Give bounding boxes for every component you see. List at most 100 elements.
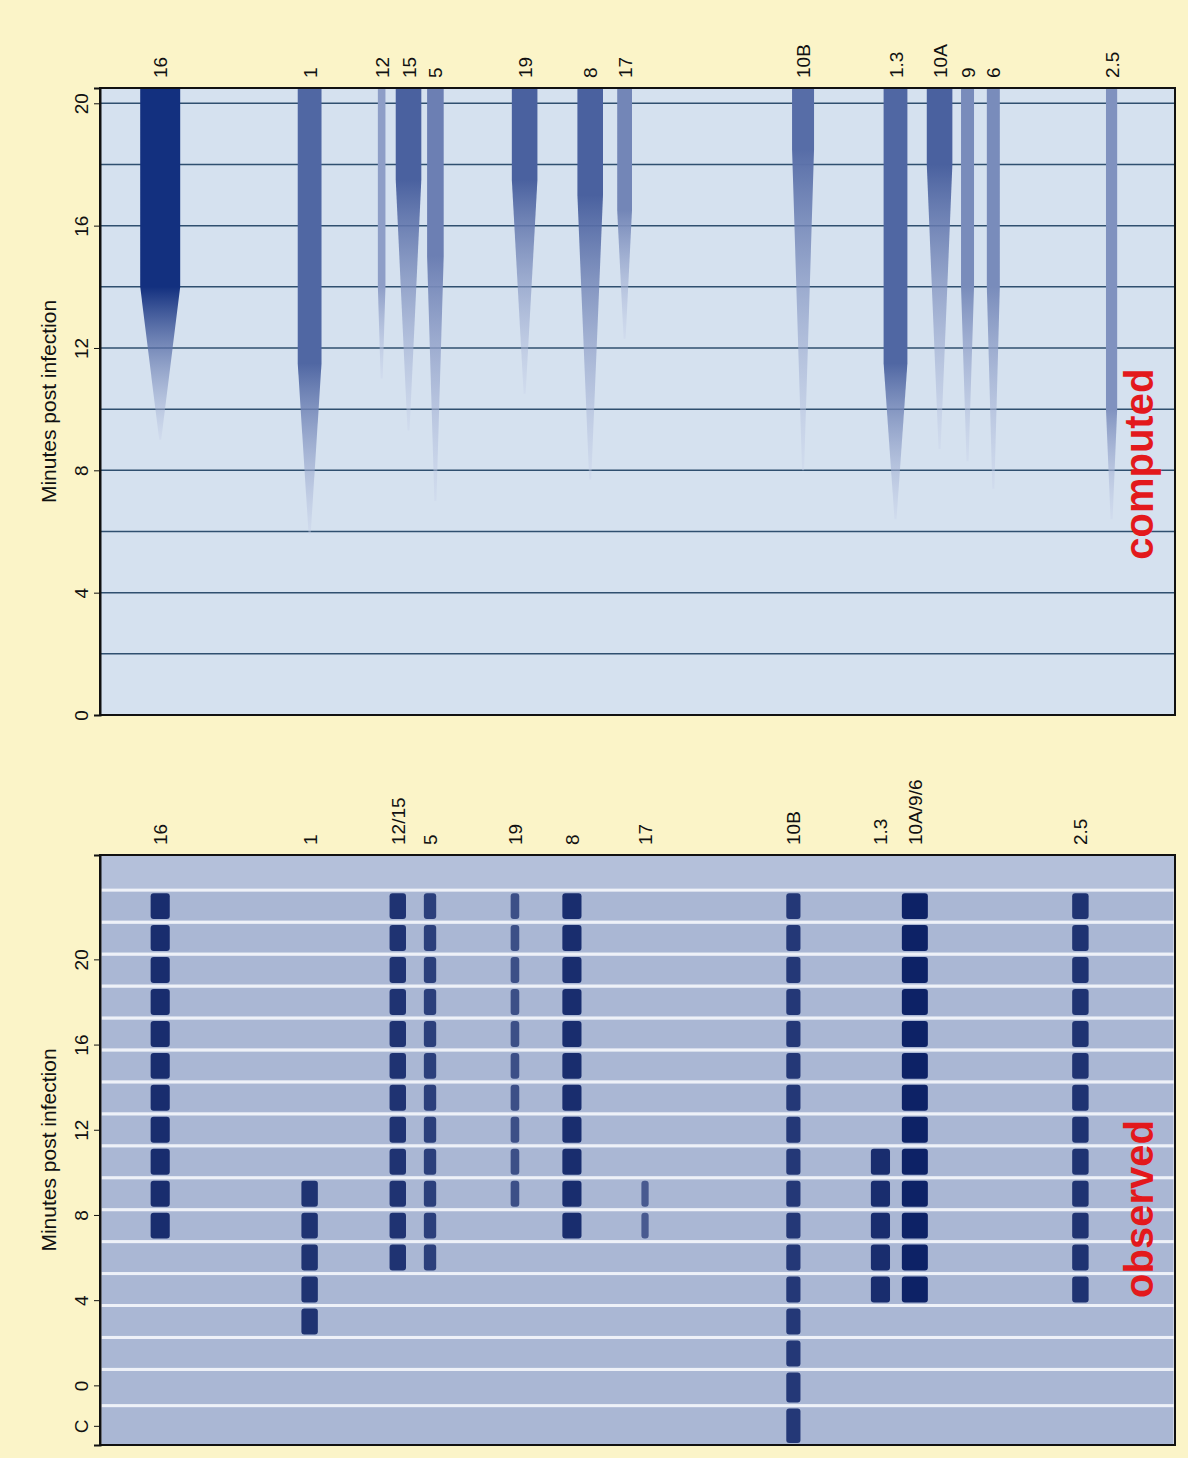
gel-band — [562, 1021, 581, 1047]
gel-band — [151, 1053, 170, 1079]
lane — [100, 1146, 1175, 1178]
tick: 12 — [71, 1120, 100, 1141]
panel-title: computed — [1117, 369, 1161, 560]
computed-band — [927, 88, 953, 449]
gel-band — [902, 1149, 928, 1175]
gel-band — [1072, 1085, 1088, 1111]
gel-band — [786, 1340, 800, 1366]
lane — [100, 1050, 1175, 1082]
grid-line — [100, 470, 1175, 472]
gel-band — [902, 1245, 928, 1271]
gel-band — [511, 1053, 520, 1079]
tick: C — [71, 1419, 100, 1433]
gel-band — [301, 1213, 317, 1239]
y-axis: 048121620 — [71, 89, 101, 721]
gel-band — [786, 1181, 800, 1207]
grid-line — [100, 286, 1175, 288]
band-label: 1.3 — [886, 52, 907, 78]
gel-band — [902, 989, 928, 1015]
gel-band — [786, 1085, 800, 1111]
gel-band — [424, 989, 436, 1015]
panel: 048121620Minutes post infection161121551… — [37, 44, 1175, 721]
gel-band — [1072, 957, 1088, 983]
band-label: 10A — [930, 44, 951, 78]
gel-band — [1072, 1149, 1088, 1175]
gel-band — [786, 1277, 800, 1303]
gel-band — [1072, 925, 1088, 951]
gel-band — [301, 1245, 317, 1271]
tick-label: 0 — [71, 710, 92, 721]
gel-band — [301, 1277, 317, 1303]
tick-mark — [94, 1045, 100, 1046]
tick-label: C — [71, 1419, 92, 1433]
tick-mark — [94, 959, 100, 960]
computed-band — [987, 88, 1000, 489]
gel-band — [562, 893, 581, 919]
lane — [100, 1082, 1175, 1114]
tick-label: 4 — [71, 587, 92, 598]
tick-mark — [94, 1215, 100, 1216]
gel-band — [902, 1181, 928, 1207]
gel-band — [390, 1149, 406, 1175]
computed-band — [577, 88, 603, 479]
grid-line — [100, 347, 1175, 349]
tick: 0 — [71, 710, 100, 721]
axis-title: Minutes post infection — [37, 1048, 60, 1251]
computed-band — [884, 88, 908, 519]
grid-line — [100, 103, 1175, 105]
tick: 4 — [71, 587, 100, 598]
band-label: 12 — [372, 57, 393, 78]
band-label: 10B — [793, 44, 814, 78]
lane — [100, 1274, 1175, 1306]
gel-band — [786, 925, 800, 951]
lane — [100, 986, 1175, 1018]
gel-band — [1072, 1245, 1088, 1271]
gel-band — [424, 925, 436, 951]
lane — [100, 922, 1175, 954]
gel-band — [902, 925, 928, 951]
band-label: 17 — [635, 824, 656, 845]
gel-band — [390, 893, 406, 919]
gel-band — [562, 1053, 581, 1079]
tick-label: 4 — [71, 1295, 92, 1306]
gel-band — [151, 1117, 170, 1143]
gel-band — [786, 989, 800, 1015]
gel-band — [390, 1021, 406, 1047]
tick-label: 0 — [71, 1381, 92, 1392]
gel-band — [424, 1245, 436, 1271]
gel-band — [151, 957, 170, 983]
gel-band — [786, 1117, 800, 1143]
gel-band — [562, 957, 581, 983]
plot-area — [100, 855, 1175, 1445]
gel-band — [871, 1149, 890, 1175]
figure: 048121620Minutes post infection161121551… — [0, 0, 1188, 1458]
gel-band — [511, 1085, 520, 1111]
tick-mark — [94, 1300, 100, 1301]
plot-background — [100, 88, 1175, 715]
gel-band — [1072, 1117, 1088, 1143]
panel: C048121620Minutes post infection16112/15… — [37, 780, 1175, 1447]
computed-band — [396, 88, 422, 431]
lane — [100, 1337, 1175, 1369]
lane — [100, 1018, 1175, 1050]
tick-mark — [94, 103, 100, 104]
tick-mark — [94, 593, 100, 594]
grid-line — [100, 408, 1175, 410]
gel-band — [390, 1053, 406, 1079]
tick: 0 — [71, 1381, 100, 1392]
lane — [100, 1242, 1175, 1274]
tick-label: 12 — [71, 338, 92, 359]
lane — [100, 1210, 1175, 1242]
gel-band — [1072, 1053, 1088, 1079]
computed-band — [427, 88, 444, 501]
tick-label: 20 — [71, 949, 92, 970]
gel-band — [511, 1021, 520, 1047]
grid-line — [100, 531, 1175, 533]
gel-band — [424, 1053, 436, 1079]
band-label: 12/15 — [388, 797, 409, 845]
band-label: 1.3 — [870, 819, 891, 845]
gel-band — [786, 1053, 800, 1079]
gel-band — [562, 1149, 581, 1175]
gel-band — [562, 925, 581, 951]
gel-band — [424, 1181, 436, 1207]
